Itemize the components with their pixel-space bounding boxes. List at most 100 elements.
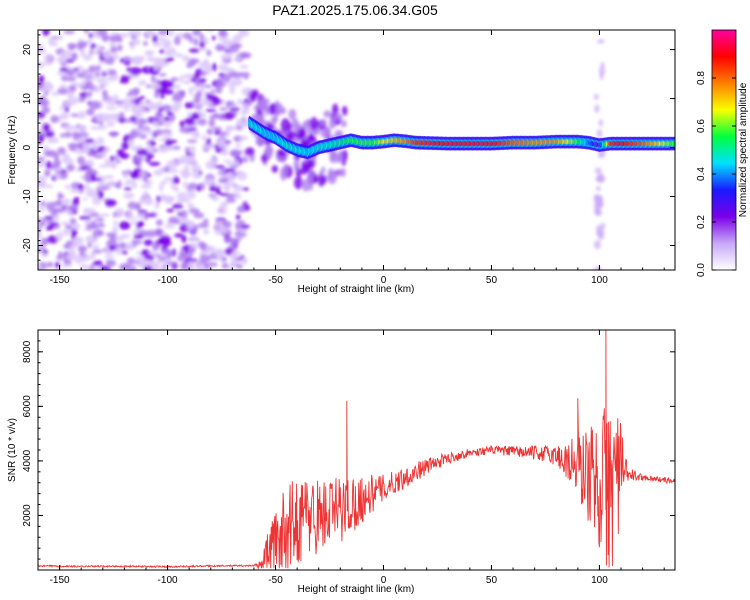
noise-blob <box>145 152 155 159</box>
noise-blob <box>108 180 117 187</box>
noise-blob <box>95 112 106 122</box>
noise-blob <box>85 235 96 243</box>
noise-blob <box>111 74 119 81</box>
noise-blob <box>60 263 73 268</box>
noise-blob <box>220 54 230 61</box>
noise-blob <box>39 205 45 213</box>
noise-blob <box>179 120 185 128</box>
colorbar-tick-label: 0.0 <box>696 263 707 277</box>
noise-blob <box>98 186 111 190</box>
noise-blob <box>189 129 199 136</box>
noise-blob <box>172 84 181 90</box>
noise-blob <box>51 92 60 96</box>
streak-blob <box>595 185 601 192</box>
noise-blob <box>223 220 232 229</box>
scatter-blob <box>328 117 336 129</box>
noise-blob <box>97 30 108 37</box>
noise-blob <box>198 47 208 51</box>
noise-blob <box>139 134 148 139</box>
noise-blob <box>145 129 156 135</box>
noise-blob <box>98 181 106 185</box>
noise-blob <box>117 44 123 52</box>
streak-blob <box>593 200 601 210</box>
noise-blob <box>59 112 70 120</box>
noise-blob <box>198 61 211 70</box>
noise-blob <box>106 120 115 127</box>
noise-blob <box>219 107 228 111</box>
noise-blob <box>150 140 156 147</box>
scatter-blob <box>273 113 278 123</box>
noise-blob <box>225 181 237 187</box>
noise-blob <box>129 115 137 122</box>
noise-blob <box>95 71 101 78</box>
noise-blob <box>74 149 86 154</box>
noise-blob <box>114 154 119 161</box>
noise-blob <box>205 108 217 113</box>
noise-blob <box>177 212 183 217</box>
scatter-blob <box>275 100 280 113</box>
noise-blob <box>91 193 99 199</box>
noise-blob <box>153 65 159 72</box>
noise-blob <box>45 226 52 231</box>
noise-blob <box>166 111 173 116</box>
noise-blob <box>52 208 57 216</box>
noise-blob <box>57 147 66 155</box>
noise-blob <box>140 183 152 189</box>
noise-blob <box>136 251 141 255</box>
streak-blob <box>593 93 599 101</box>
noise-blob <box>229 86 235 95</box>
spectrogram-y-tick-label: 0 <box>22 144 33 150</box>
noise-blob <box>123 61 131 66</box>
noise-blob <box>98 222 104 227</box>
noise-blob <box>214 165 226 169</box>
noise-blob <box>45 201 56 210</box>
noise-blob <box>112 94 119 102</box>
snr-content <box>38 330 675 570</box>
noise-blob <box>114 208 124 214</box>
noise-blob <box>162 264 167 270</box>
noise-blob <box>53 224 60 230</box>
noise-blob <box>184 102 194 109</box>
streak-blob <box>599 222 606 230</box>
noise-blob <box>121 141 130 151</box>
noise-blob <box>136 148 148 157</box>
noise-blob <box>218 37 230 42</box>
noise-blob <box>74 196 80 201</box>
noise-blob <box>210 89 215 95</box>
noise-blob <box>221 263 229 269</box>
noise-blob <box>211 97 222 105</box>
noise-blob <box>181 235 187 243</box>
noise-blob <box>157 36 166 42</box>
noise-blob <box>199 41 206 49</box>
noise-region <box>38 30 253 270</box>
noise-blob <box>59 133 66 138</box>
noise-blob <box>215 85 223 94</box>
streak-blob <box>600 62 605 68</box>
noise-blob <box>61 75 68 82</box>
noise-blob <box>206 92 211 99</box>
noise-blob <box>128 141 134 147</box>
noise-blob <box>203 84 213 89</box>
noise-blob <box>79 41 88 48</box>
noise-blob <box>45 160 52 169</box>
noise-blob <box>109 99 116 106</box>
noise-blob <box>146 30 156 36</box>
noise-blob <box>221 148 229 156</box>
noise-blob <box>112 225 119 235</box>
noise-blob <box>145 50 153 56</box>
noise-blob <box>174 101 183 109</box>
noise-blob <box>115 159 121 164</box>
noise-blob <box>46 139 55 144</box>
noise-blob <box>236 214 241 221</box>
snr-y-tick-label: 6000 <box>22 395 33 418</box>
noise-blob <box>70 113 80 117</box>
noise-blob <box>80 264 89 270</box>
noise-blob <box>67 210 73 217</box>
noise-blob <box>77 183 84 190</box>
noise-blob <box>174 53 183 58</box>
noise-blob <box>162 38 172 48</box>
noise-blob <box>76 125 88 131</box>
noise-blob <box>197 262 205 270</box>
noise-blob <box>162 131 173 138</box>
noise-blob <box>231 171 238 176</box>
